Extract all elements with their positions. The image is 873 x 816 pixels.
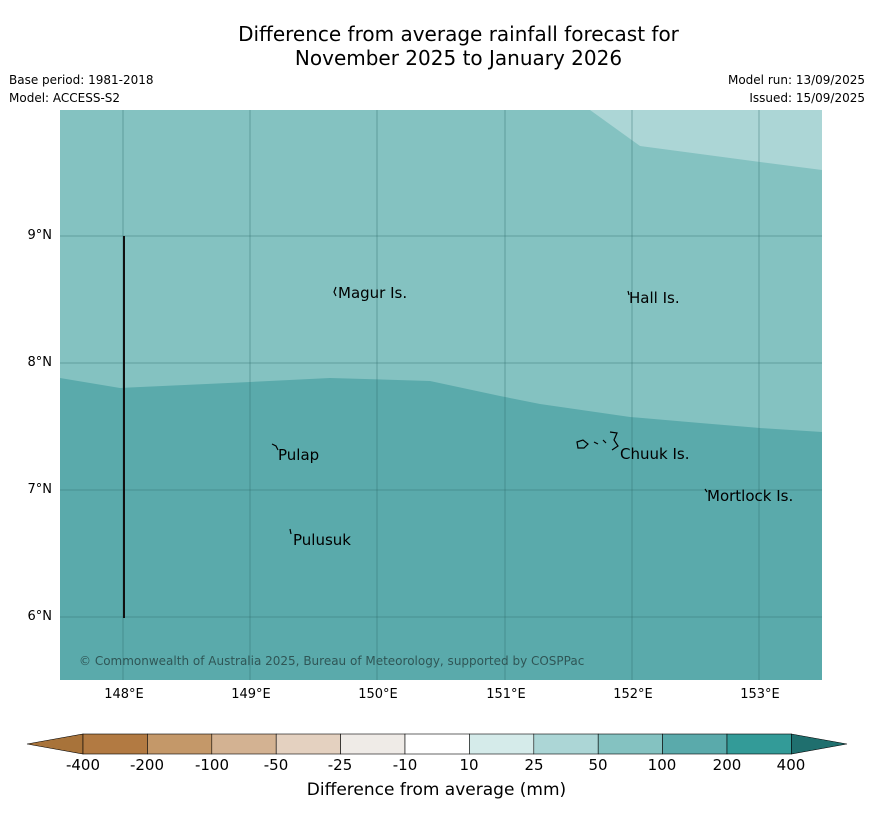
pulap-island-shape xyxy=(271,443,279,451)
cb-tick-6: 10 xyxy=(459,756,479,774)
meta-right: Model run: 13/09/2025 Issued: 15/09/2025 xyxy=(728,71,865,107)
colorbar-segment xyxy=(533,733,599,755)
island-markers xyxy=(271,286,708,535)
cb-tick-11: 400 xyxy=(776,756,806,774)
lat-label-7n: 7°N xyxy=(27,482,53,497)
cb-tick-1: -200 xyxy=(129,756,165,774)
cb-tick-2: -100 xyxy=(194,756,230,774)
lon-label-152e: 152°E xyxy=(613,687,653,702)
title-line-1: Difference from average rainfall forecas… xyxy=(238,22,679,46)
mortlock-island-shape xyxy=(704,488,708,493)
title-line-2: November 2025 to January 2026 xyxy=(294,46,623,70)
gridlines xyxy=(60,110,822,680)
lat-label-8n: 8°N xyxy=(27,355,53,370)
chuuk-islet-2 xyxy=(602,439,607,444)
colorbar-segment xyxy=(82,733,148,755)
lon-label-153e: 153°E xyxy=(740,687,780,702)
lon-label-149e: 149°E xyxy=(231,687,271,702)
issued-date: Issued: 15/09/2025 xyxy=(749,91,865,105)
cb-tick-3: -50 xyxy=(263,756,289,774)
magur-island-shape xyxy=(333,286,337,297)
place-pulusuk: Pulusuk xyxy=(293,531,351,549)
colorbar-segment xyxy=(469,733,535,755)
colorbar-extend-right xyxy=(791,733,848,755)
cb-tick-8: 50 xyxy=(588,756,608,774)
cb-tick-7: 25 xyxy=(524,756,544,774)
cb-tick-0: -400 xyxy=(65,756,101,774)
colorbar-segment xyxy=(275,733,341,755)
colorbar-title: Difference from average (mm) xyxy=(306,780,567,800)
map-title: Difference from average rainfall forecas… xyxy=(0,22,873,70)
colorbar-segment xyxy=(340,733,406,755)
place-mortlock: Mortlock Is. xyxy=(707,487,794,505)
colorbar-segment xyxy=(211,733,277,755)
chuuk-atoll-west xyxy=(576,439,589,449)
meta-left: Base period: 1981-2018 Model: ACCESS-S2 xyxy=(9,71,154,107)
cb-tick-5: -10 xyxy=(392,756,418,774)
cb-tick-9: 100 xyxy=(647,756,677,774)
colorbar-segment xyxy=(662,733,728,755)
colorbar xyxy=(26,733,848,755)
pulusuk-island-shape xyxy=(289,528,292,535)
cb-tick-4: -25 xyxy=(327,756,353,774)
colorbar-extend-left xyxy=(26,733,84,755)
cb-tick-10: 200 xyxy=(712,756,742,774)
lon-label-150e: 150°E xyxy=(358,687,398,702)
colorbar-segment xyxy=(404,733,470,755)
model-run: Model run: 13/09/2025 xyxy=(727,73,865,87)
place-hall: Hall Is. xyxy=(629,289,680,307)
lat-label-9n: 9°N xyxy=(27,228,53,243)
chuuk-atoll-east xyxy=(609,431,619,451)
zone-50-100 xyxy=(60,110,822,432)
lat-label-6n: 6°N xyxy=(27,609,53,624)
hall-island-shape xyxy=(627,290,630,296)
lon-label-151e: 151°E xyxy=(486,687,526,702)
model-name: Model: ACCESS-S2 xyxy=(9,91,121,105)
place-chuuk: Chuuk Is. xyxy=(620,445,690,463)
place-magur: Magur Is. xyxy=(338,284,408,302)
copyright-note: © Commonwealth of Australia 2025, Bureau… xyxy=(79,654,585,668)
colorbar-segment xyxy=(597,733,663,755)
zone-25-50 xyxy=(590,110,822,170)
colorbar-segment xyxy=(726,733,792,755)
lon-label-148e: 148°E xyxy=(104,687,144,702)
colorbar-segment xyxy=(147,733,213,755)
base-period: Base period: 1981-2018 xyxy=(9,73,154,87)
place-pulap: Pulap xyxy=(278,446,320,464)
chuuk-islet-1 xyxy=(593,441,599,445)
